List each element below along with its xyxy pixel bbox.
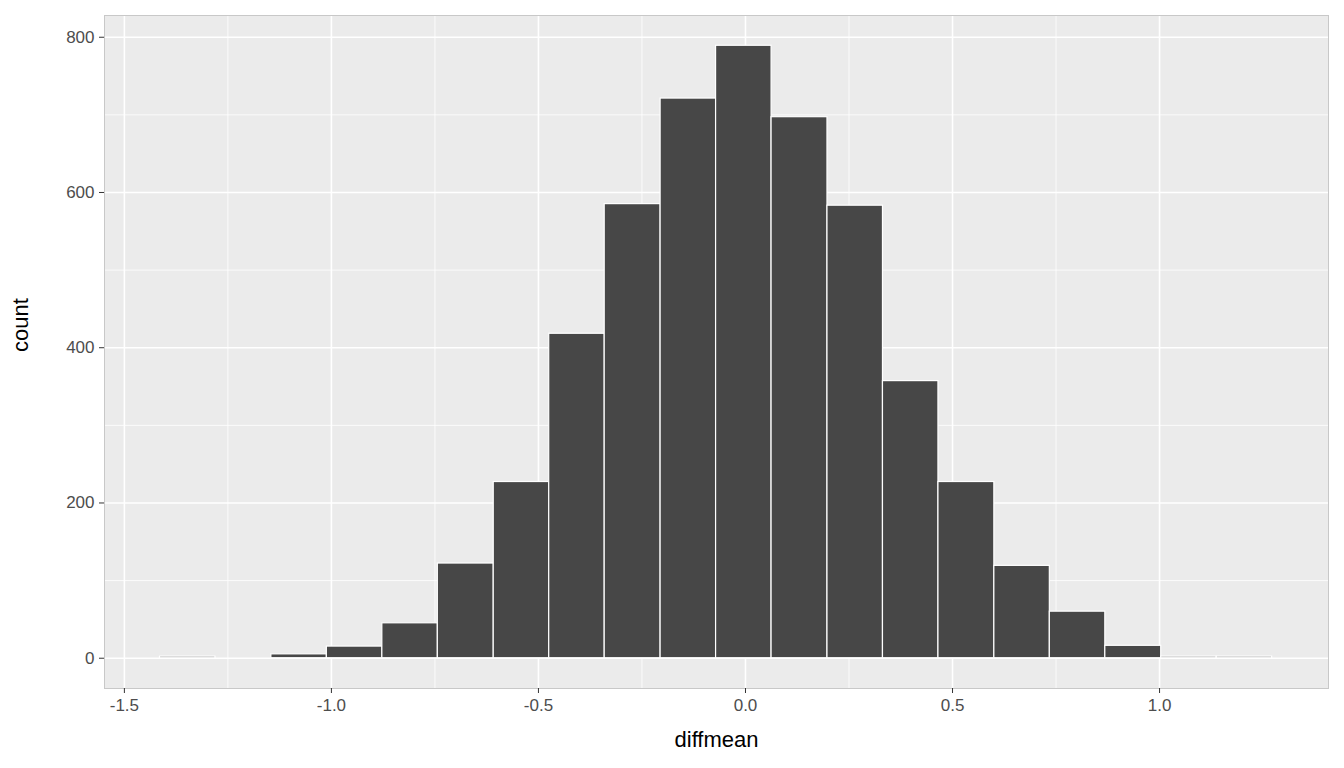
svg-text:-0.5: -0.5 <box>524 696 553 715</box>
svg-text:1.0: 1.0 <box>1148 696 1172 715</box>
svg-text:count: count <box>8 298 33 352</box>
svg-text:0: 0 <box>85 649 94 668</box>
svg-text:-1.0: -1.0 <box>317 696 346 715</box>
svg-text:0.5: 0.5 <box>941 696 965 715</box>
svg-text:200: 200 <box>66 493 94 512</box>
svg-text:400: 400 <box>66 338 94 357</box>
svg-text:diffmean: diffmean <box>675 727 759 752</box>
svg-text:-1.5: -1.5 <box>110 696 139 715</box>
svg-text:600: 600 <box>66 183 94 202</box>
svg-text:800: 800 <box>66 28 94 47</box>
svg-text:0.0: 0.0 <box>734 696 758 715</box>
